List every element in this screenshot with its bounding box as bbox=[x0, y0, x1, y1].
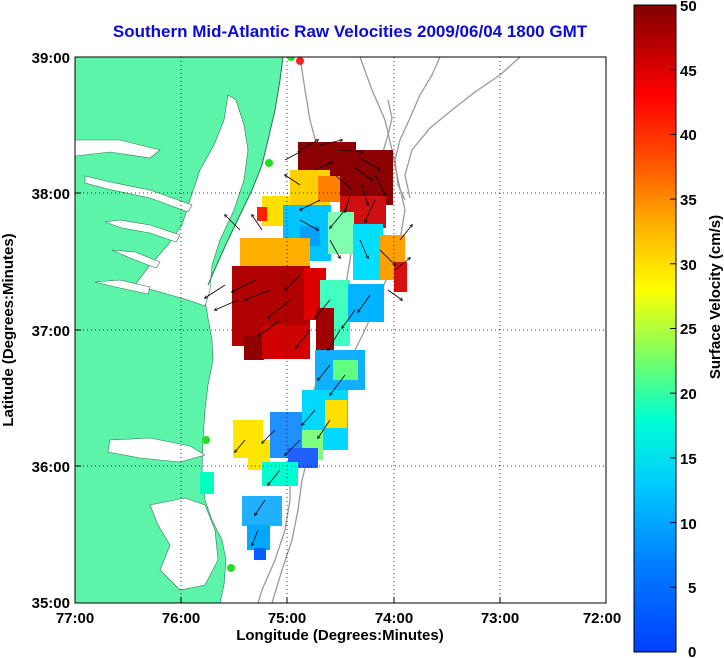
colorbar-tick-label: 15 bbox=[680, 451, 697, 468]
colorbar-tick-label: 35 bbox=[680, 192, 697, 209]
y-tick-label: 37:00 bbox=[32, 323, 70, 340]
station-marker bbox=[265, 159, 273, 167]
x-tick-label: 76:00 bbox=[162, 610, 200, 627]
colorbar-tick-label: 5 bbox=[688, 580, 696, 597]
pamlico-sound bbox=[149, 497, 219, 591]
delaware-bay bbox=[75, 139, 161, 159]
colorbar-tick-label: 0 bbox=[688, 644, 696, 659]
delmarva-coast bbox=[207, 57, 284, 286]
colorbar bbox=[633, 4, 677, 653]
radar-stations bbox=[202, 57, 304, 572]
velocity-vectors bbox=[205, 140, 412, 545]
colorbar-tick-label: 50 bbox=[680, 0, 697, 15]
velocity-field bbox=[200, 142, 407, 560]
james-river bbox=[94, 279, 151, 295]
tick-marks bbox=[75, 192, 501, 603]
potomac-river bbox=[84, 175, 193, 213]
albemarle-sound bbox=[107, 437, 206, 463]
x-axis-label: Longitude (Degrees:Minutes) bbox=[236, 627, 444, 644]
y-tick-label: 36:00 bbox=[32, 459, 70, 476]
station-marker bbox=[202, 436, 210, 444]
y-axis-label: Latitude (Degrees:Minutes) bbox=[0, 233, 17, 426]
station-marker bbox=[287, 57, 295, 61]
x-tick-label: 72:00 bbox=[583, 610, 621, 627]
station-marker-alert bbox=[296, 57, 304, 65]
y-tick-label: 35:00 bbox=[32, 595, 70, 612]
colorbar-tick-label: 45 bbox=[680, 63, 697, 80]
colorbar-label: Surface Velocity (cm/s) bbox=[707, 215, 724, 379]
york-river bbox=[111, 249, 161, 269]
colorbar-tick-label: 25 bbox=[680, 321, 697, 338]
x-tick-label: 74:00 bbox=[375, 610, 413, 627]
colorbar-tick-label: 20 bbox=[680, 386, 697, 403]
y-tick-label: 38:00 bbox=[32, 186, 70, 203]
map-title: Southern Mid-Atlantic Raw Velocities 200… bbox=[112, 22, 588, 41]
colorbar-tick-label: 40 bbox=[680, 127, 697, 144]
rappahannock-river bbox=[104, 219, 181, 243]
y-tick-label: 39:00 bbox=[32, 50, 70, 67]
grid-lines bbox=[75, 57, 606, 603]
colorbar-tick-label: 10 bbox=[680, 516, 697, 533]
x-tick-label: 73:00 bbox=[481, 610, 519, 627]
x-tick-label: 75:00 bbox=[268, 610, 306, 627]
x-tick-label: 77:00 bbox=[56, 610, 94, 627]
chesapeake-bay bbox=[134, 94, 249, 307]
station-marker bbox=[227, 564, 235, 572]
colorbar-ticks bbox=[670, 4, 676, 588]
colorbar-tick-label: 30 bbox=[680, 257, 697, 274]
